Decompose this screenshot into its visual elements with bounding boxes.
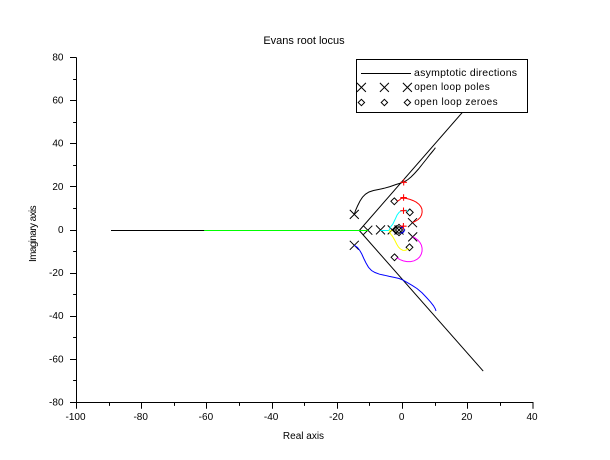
svg-text:-40: -40 [264,412,279,423]
svg-text:80: 80 [52,53,64,64]
svg-text:60: 60 [52,96,64,107]
svg-text:-40: -40 [49,311,64,322]
svg-text:-20: -20 [329,412,344,423]
svg-text:20: 20 [461,412,473,423]
svg-text:-80: -80 [49,398,64,409]
svg-text:open loop poles: open loop poles [414,82,490,93]
svg-text:-60: -60 [199,412,214,423]
svg-text:Real axis: Real axis [283,431,324,442]
svg-text:-80: -80 [133,412,148,423]
svg-text:-100: -100 [65,412,85,423]
svg-text:40: 40 [52,139,64,150]
svg-text:-60: -60 [49,354,64,365]
svg-text:open loop zeroes: open loop zeroes [414,97,498,108]
svg-text:0: 0 [399,412,405,423]
svg-text:20: 20 [52,182,64,193]
svg-text:-20: -20 [49,268,64,279]
svg-text:40: 40 [526,412,538,423]
svg-text:Imaginary axis: Imaginary axis [28,205,39,262]
svg-text:Evans root locus: Evans root locus [263,35,345,47]
svg-text:0: 0 [58,225,64,236]
svg-text:asymptotic directions: asymptotic directions [414,67,517,79]
